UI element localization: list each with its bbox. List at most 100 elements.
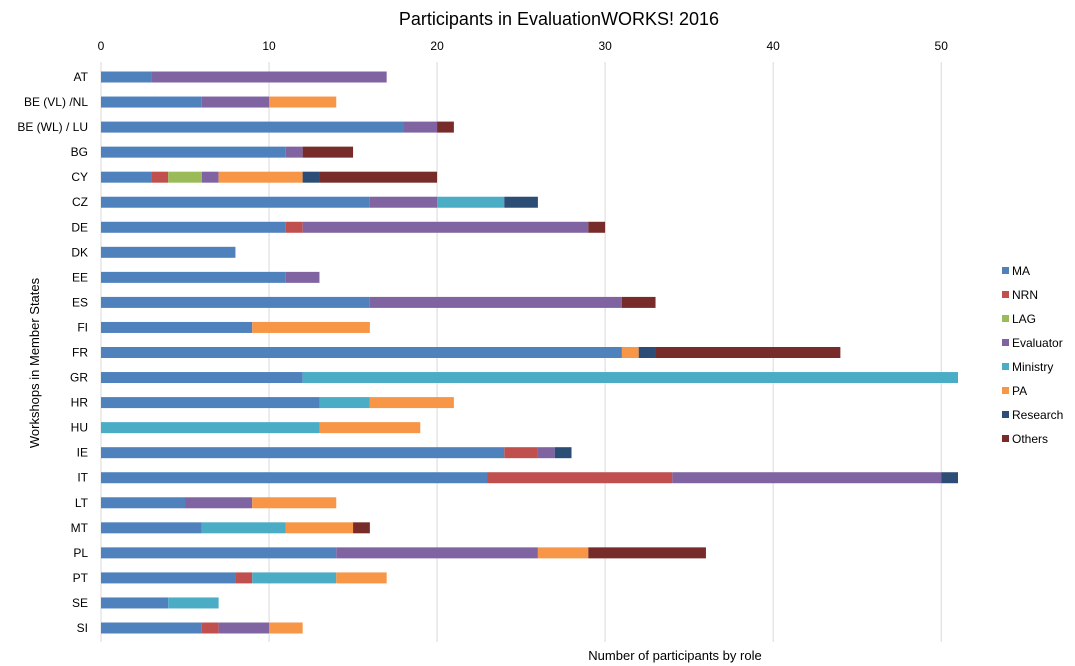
bar-segment-evaluator: [302, 221, 589, 233]
bar-segment-nrn: [487, 472, 673, 484]
bar-segment-ma: [101, 321, 253, 333]
bar-segment-others: [353, 522, 370, 534]
bar-segment-others: [588, 547, 706, 559]
bar-segment-pa: [285, 522, 354, 534]
bar-segment-evaluator: [285, 271, 320, 283]
category-label: AT: [74, 70, 89, 84]
bar-segment-ma: [101, 497, 186, 509]
bar-segment-ma: [101, 472, 488, 484]
bar-segment-ministry: [319, 397, 370, 409]
bar-segment-nrn: [201, 622, 219, 634]
bar-segment-evaluator: [285, 146, 303, 158]
y-axis-categories: AT BE (VL) /NL BE (WL) / LU BG CY CZ DE DK EE ES F…: [17, 70, 88, 635]
legend-label-ministry: Ministry: [1012, 360, 1053, 374]
legend-swatch-lag: [1002, 315, 1009, 322]
category-label: BE (VL) /NL: [24, 95, 88, 109]
bar-segment-research: [504, 196, 538, 208]
x-axis-title: Number of participants by role: [588, 648, 761, 663]
bar-segment-ministry: [302, 372, 958, 384]
bar-segment-ministry: [201, 522, 286, 534]
bar-segment-others: [588, 221, 606, 233]
bar-segment-pa: [269, 622, 303, 634]
bar-segment-others: [621, 296, 656, 308]
bar-segment-others: [302, 146, 354, 158]
bar-segment-evaluator: [151, 71, 387, 83]
category-label: SI: [77, 621, 88, 635]
bar-segment-pa: [269, 96, 337, 108]
category-label: PL: [73, 546, 88, 560]
bar-segment-ma: [101, 96, 202, 108]
bar-segment-evaluator: [537, 447, 555, 459]
bar-segment-others: [437, 121, 454, 133]
bar-segment-pa: [218, 171, 303, 183]
bar-segment-others: [319, 171, 438, 183]
bar-segment-nrn: [285, 221, 303, 233]
bar-segment-ma: [101, 347, 622, 358]
bar-segment-research: [941, 472, 958, 484]
bar-segment-pa: [537, 547, 589, 559]
category-label: DK: [71, 245, 88, 259]
category-label: EE: [72, 270, 88, 284]
bar-segment-ma: [101, 271, 286, 283]
bar-segment-pa: [621, 347, 639, 358]
bar-segment-others: [655, 347, 841, 358]
bar-segment-evaluator: [369, 296, 622, 308]
x-tick-label: 0: [98, 39, 105, 53]
bar-segment-evaluator: [201, 171, 219, 183]
category-label: GR: [70, 371, 88, 385]
category-label: HR: [71, 396, 89, 410]
bar-segment-ma: [101, 447, 505, 459]
category-label: DE: [71, 220, 88, 234]
legend-swatch-ma: [1002, 267, 1009, 274]
bar-segment-ma: [101, 196, 370, 208]
legend-swatch-research: [1002, 411, 1009, 418]
bar-segment-ma: [101, 296, 370, 308]
bar-segment-evaluator: [185, 497, 253, 509]
bar-segment-ministry: [168, 597, 219, 609]
bar-segment-ma: [101, 397, 320, 409]
bar-segment-nrn: [151, 171, 169, 183]
bar-segment-evaluator: [201, 96, 270, 108]
bar-segment-pa: [252, 321, 370, 333]
bar-segment-ma: [101, 547, 337, 559]
bar-segment-ma: [101, 572, 236, 584]
bar-segment-pa: [336, 572, 387, 584]
bar-segment-lag: [168, 171, 202, 183]
category-label: LT: [75, 496, 89, 510]
category-label: BG: [71, 145, 88, 159]
x-tick-label: 50: [935, 39, 949, 53]
bar-segment-evaluator: [403, 121, 438, 133]
category-label: MT: [71, 521, 89, 535]
bar-segment-ma: [101, 246, 236, 258]
x-tick-label: 40: [766, 39, 780, 53]
x-axis-ticks: 0 10 20 30 40 50: [98, 39, 949, 53]
legend: MA NRN LAG Evaluator Ministry PA Research Other…: [1002, 264, 1063, 446]
bar-segment-ministry: [101, 422, 320, 434]
y-axis-title: Workshops in Member States: [27, 277, 42, 448]
category-label: FI: [77, 320, 88, 334]
bar-segment-ma: [101, 372, 303, 384]
x-tick-label: 30: [598, 39, 612, 53]
legend-label-others: Others: [1012, 432, 1048, 446]
bar-segment-ma: [101, 121, 404, 133]
bar-segment-ma: [101, 171, 152, 183]
category-label: IE: [77, 446, 88, 460]
bar-segment-research: [638, 347, 656, 358]
legend-swatch-ministry: [1002, 363, 1009, 370]
bar-segment-evaluator: [369, 196, 438, 208]
bar-segment-nrn: [504, 447, 538, 459]
bar-segment-ma: [101, 522, 202, 534]
legend-label-lag: LAG: [1012, 312, 1036, 326]
bar-segment-pa: [319, 422, 421, 434]
bar-segment-ma: [101, 71, 152, 83]
legend-swatch-nrn: [1002, 291, 1009, 298]
chart-title: Participants in EvaluationWORKS! 2016: [399, 9, 719, 29]
bar-segment-research: [554, 447, 572, 459]
bar-segment-evaluator: [336, 547, 538, 559]
bars: [101, 71, 958, 634]
bar-segment-research: [302, 171, 320, 183]
bar-segment-ma: [101, 597, 169, 609]
category-label: SE: [72, 596, 88, 610]
bar-segment-ministry: [252, 572, 337, 584]
bar-segment-nrn: [235, 572, 253, 584]
